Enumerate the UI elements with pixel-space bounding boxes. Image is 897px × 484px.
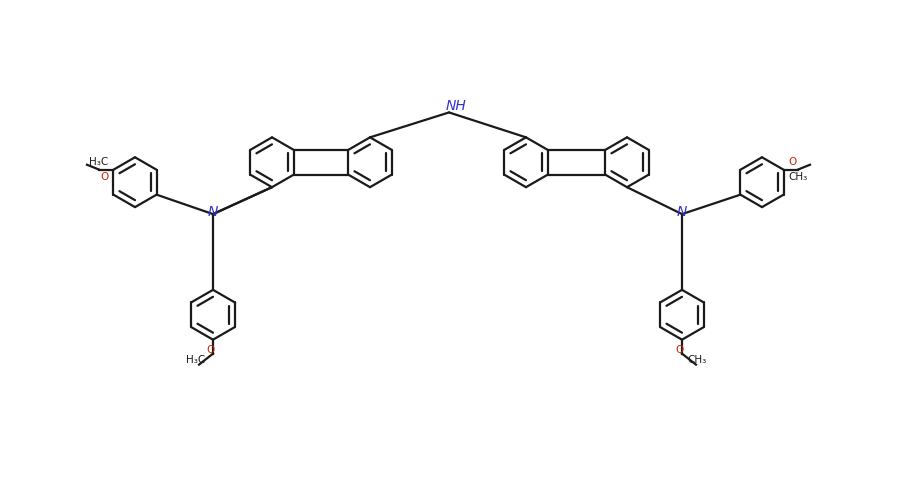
Text: CH₃: CH₃ (687, 355, 706, 364)
Text: O: O (100, 172, 109, 182)
Text: N: N (677, 205, 687, 219)
Text: N: N (208, 205, 218, 219)
Text: H₃C: H₃C (89, 157, 109, 167)
Text: NH: NH (446, 99, 466, 113)
Text: O: O (675, 345, 684, 355)
Text: O: O (788, 157, 797, 167)
Text: CH₃: CH₃ (788, 172, 808, 182)
Text: H₃C: H₃C (187, 355, 205, 364)
Text: O: O (206, 345, 214, 355)
